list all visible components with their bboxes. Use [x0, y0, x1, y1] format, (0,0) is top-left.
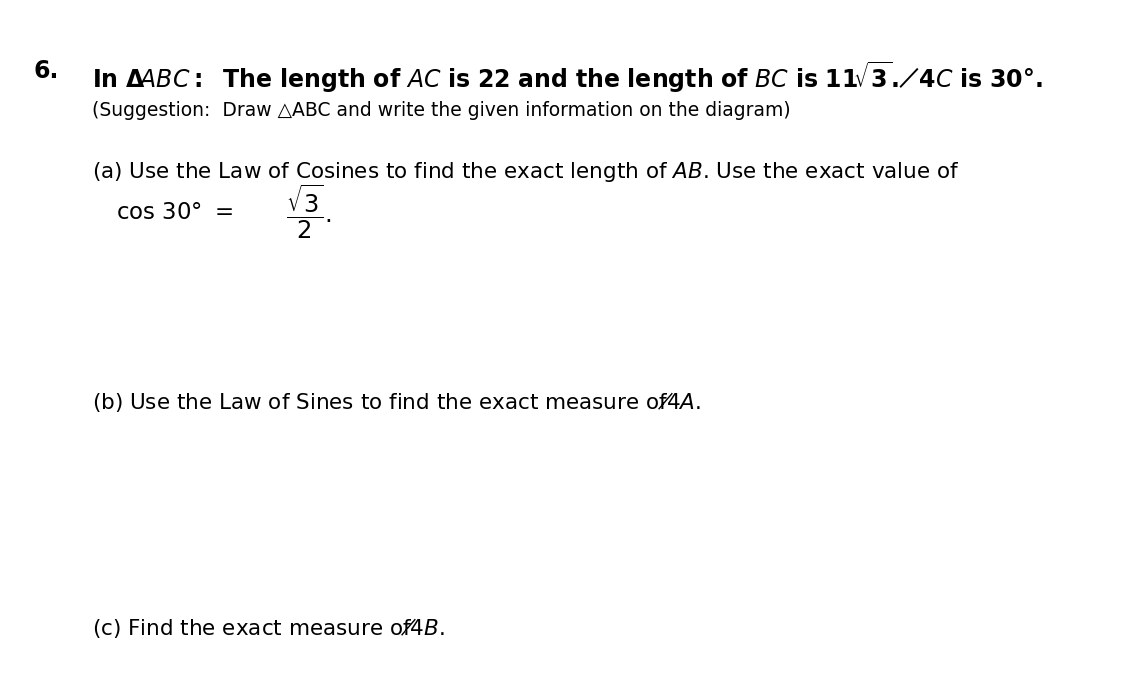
- Text: $\bf{In}\ \bf{\Delta}\!\it{ABC}\bf{:}$$\bf{\ \ The\ length\ of}\ \it{AC}\ \bf{is: $\bf{In}\ \bf{\Delta}\!\it{ABC}\bf{:}$$\…: [93, 59, 1043, 95]
- Text: (b) Use the Law of Sines to find the exact measure of $\not\!\!4\mathit{A}$.: (b) Use the Law of Sines to find the exa…: [93, 390, 701, 413]
- Text: (c) Find the exact measure of $\not\!\!4\mathit{B}$.: (c) Find the exact measure of $\not\!\!4…: [93, 616, 445, 640]
- Text: $\dfrac{\sqrt{3}}{2}$.: $\dfrac{\sqrt{3}}{2}$.: [287, 183, 332, 242]
- Text: (a) Use the Law of Cosines to find the exact length of $\mathit{AB}$. Use the ex: (a) Use the Law of Cosines to find the e…: [93, 160, 960, 184]
- Text: 6.: 6.: [34, 59, 60, 83]
- Text: (Suggestion:  Draw △ABC and write the given information on the diagram): (Suggestion: Draw △ABC and write the giv…: [93, 101, 790, 120]
- Text: cos 30° $=$: cos 30° $=$: [116, 200, 240, 224]
